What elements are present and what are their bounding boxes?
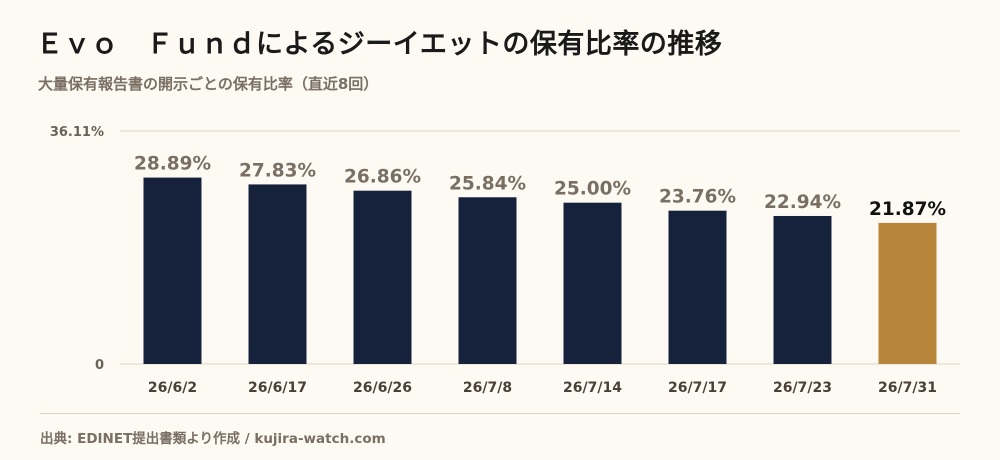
data-label: 26.86% <box>344 167 421 188</box>
bar-chart: 36.11% 0 28.89% 26/6/2 27.83% 26/6/17 26.86% 26… <box>50 125 960 396</box>
bar-highlight <box>878 222 937 364</box>
x-tick-label: 26/7/17 <box>668 380 727 396</box>
data-label: 25.84% <box>449 173 526 194</box>
data-label: 21.87% <box>869 199 946 220</box>
source-note: 出典: EDINET提出書類より作成 / kujira-watch.com <box>40 431 386 447</box>
data-label: 25.00% <box>554 179 631 200</box>
bar <box>563 202 622 364</box>
bar <box>353 190 412 364</box>
bar <box>458 197 517 364</box>
y-tick-label: 0 <box>95 358 104 373</box>
bar <box>668 210 727 364</box>
data-label: 22.94% <box>764 192 841 213</box>
x-tick-label: 26/6/17 <box>248 380 307 396</box>
chart-subtitle: 大量保有報告書の開示ごとの保有比率（直近8回） <box>38 75 379 93</box>
chart-title: Ｅｖｏ Ｆｕｎｄによるジーイエットの保有比率の推移 <box>36 29 723 60</box>
x-tick-label: 26/7/8 <box>463 380 512 396</box>
data-label: 27.83% <box>239 160 316 181</box>
x-tick-label: 26/7/14 <box>563 380 622 396</box>
bar <box>143 177 202 364</box>
x-tick-label: 26/7/31 <box>878 380 937 396</box>
x-tick-label: 26/6/2 <box>148 380 197 396</box>
x-tick-label: 26/7/23 <box>773 380 832 396</box>
y-tick-label: 36.11% <box>50 125 104 140</box>
bar <box>248 184 307 364</box>
bar <box>773 215 832 364</box>
footer-divider <box>40 413 960 414</box>
x-tick-label: 26/6/26 <box>353 380 412 396</box>
data-label: 23.76% <box>659 187 736 208</box>
data-label: 28.89% <box>134 154 211 175</box>
